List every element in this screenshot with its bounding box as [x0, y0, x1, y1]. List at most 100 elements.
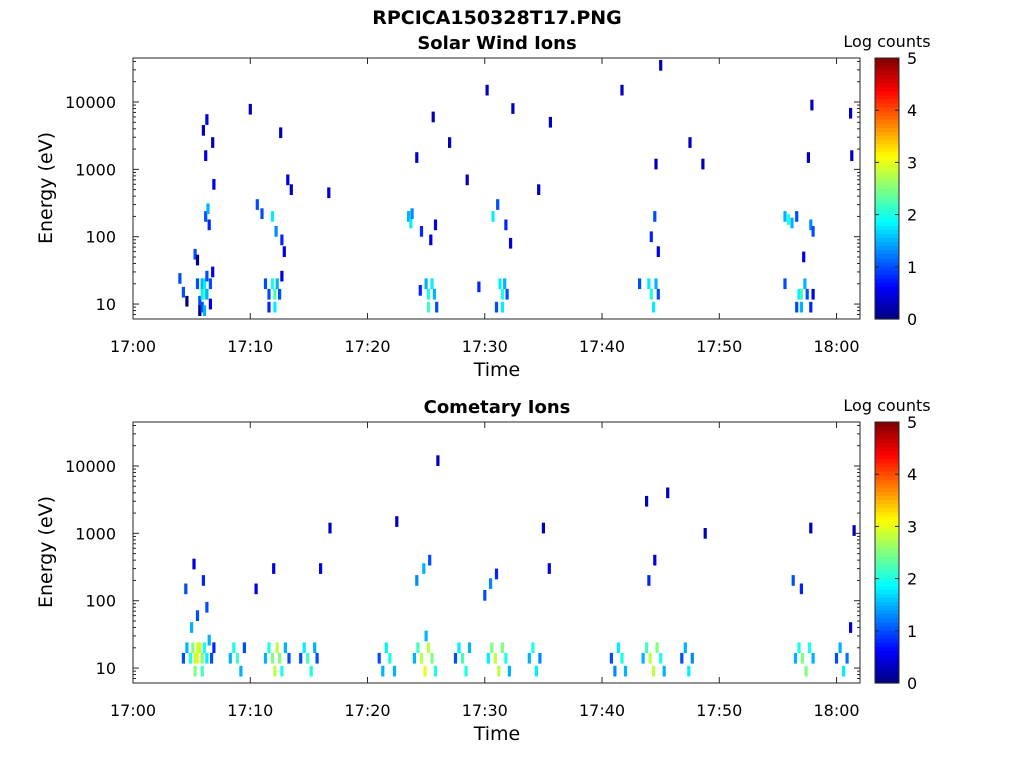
colorbar-swatch: [875, 601, 899, 607]
heatmap-cell: [388, 652, 392, 664]
heatmap-cell: [803, 278, 807, 290]
heatmap-cell: [319, 563, 323, 574]
colorbar-swatch: [875, 658, 899, 664]
heatmap-cell: [493, 652, 497, 664]
colorbar-swatch: [875, 678, 899, 684]
heatmap-cell: [647, 575, 651, 586]
heatmap-cell: [193, 248, 197, 260]
heatmap-cell: [534, 665, 538, 677]
colorbar-swatch: [875, 180, 899, 186]
heatmap-cell: [381, 665, 385, 677]
heatmap-cell: [548, 116, 552, 128]
heatmap-cell: [195, 652, 200, 664]
colorbar-swatch: [875, 241, 899, 247]
heatmap-cell: [806, 152, 810, 163]
heatmap-cell: [235, 652, 239, 664]
x-tick-label: 17:40: [579, 337, 625, 356]
colorbar-swatch: [875, 208, 899, 214]
heatmap-cell: [204, 150, 208, 161]
heatmap-cell: [195, 610, 200, 621]
heatmap-cell: [377, 652, 381, 664]
heatmap-cell: [188, 652, 193, 664]
heatmap-cell: [852, 525, 856, 536]
heatmap-cell: [270, 652, 275, 664]
heatmap-cell: [507, 665, 511, 677]
heatmap-cell: [181, 652, 185, 664]
colorbar-swatch: [875, 540, 899, 545]
heatmap-cell: [641, 652, 645, 664]
colorbar-swatch: [875, 106, 899, 112]
heatmap-cell: [465, 174, 469, 186]
colorbar-swatch: [875, 446, 899, 452]
heatmap-cell: [424, 278, 428, 290]
heatmap-cell: [395, 516, 399, 527]
heatmap-cell: [656, 246, 660, 257]
colorbar-swatch: [875, 192, 899, 198]
heatmap-cell: [202, 642, 207, 654]
heatmap-cell: [809, 522, 813, 534]
panel-cometary-ions: Cometary Ions 17:00 17:10 17:20 17:30 17:40 1…: [35, 396, 931, 745]
colorbar-swatch: [875, 495, 899, 501]
colorbar-swatch: [875, 466, 899, 472]
heatmap-cell: [811, 288, 815, 300]
heatmap-cell: [433, 665, 438, 677]
heatmap-cell: [653, 211, 657, 222]
y-tick-label: 1000: [75, 160, 116, 179]
colorbar-tick-label: 1: [907, 622, 917, 641]
heatmap-cell: [415, 575, 419, 586]
heatmap-cell: [494, 301, 499, 313]
figure-title: RPCICA150328T17.PNG: [372, 7, 622, 29]
heatmap-cell: [457, 642, 461, 654]
colorbar-swatch: [875, 229, 899, 234]
y-tick-label: 10: [96, 295, 116, 314]
colorbar-swatch: [875, 438, 899, 443]
heatmap-cell: [541, 522, 545, 534]
heatmap-cell: [273, 665, 277, 677]
heatmap-cell: [795, 301, 799, 313]
heatmap-cell: [654, 158, 658, 170]
heatmap-cell: [653, 554, 657, 566]
heatmap-cell: [200, 288, 204, 300]
heatmap-cell: [272, 563, 276, 574]
colorbar-swatch: [875, 576, 899, 582]
colorbar-swatch: [875, 302, 899, 308]
colorbar-swatch: [875, 560, 899, 566]
heatmap-cell: [280, 270, 284, 282]
colorbar-swatch: [875, 278, 899, 283]
heatmap-cell: [282, 246, 286, 257]
colorbar-frame: [874, 57, 900, 320]
x-tick-label: 18:00: [813, 701, 859, 720]
panel-solar-wind-ions: Solar Wind Ions 17:00 17:10 17:20 17:30 17:4…: [35, 32, 931, 381]
heatmap-cell: [279, 127, 283, 139]
colorbar-swatch: [875, 212, 899, 218]
heatmap-cell: [453, 652, 458, 664]
heatmap-cell: [267, 642, 271, 654]
colorbar-swatch: [875, 204, 899, 210]
colorbar-swatch: [875, 274, 899, 279]
colorbar-swatch: [875, 654, 899, 660]
heatmap-cell: [200, 652, 204, 664]
heatmap-cell: [426, 301, 431, 313]
heatmap-cell: [185, 295, 189, 307]
heatmap-cell: [802, 251, 806, 263]
heatmap-cell: [494, 568, 499, 580]
heatmap-cell: [645, 642, 649, 654]
heatmap-cell: [680, 652, 684, 664]
heatmap-cell: [232, 642, 236, 654]
plot-area: [133, 422, 860, 683]
colorbar-swatch: [875, 458, 899, 464]
x-tick-label: 17:20: [344, 701, 390, 720]
heatmap-cell: [509, 237, 513, 249]
heatmap-cell: [254, 583, 258, 595]
heatmap-cell: [191, 642, 195, 654]
colorbar-swatch: [875, 139, 899, 145]
colorbar-swatch: [875, 589, 899, 594]
heatmap-cell: [204, 211, 208, 222]
colorbar-swatch: [875, 261, 899, 267]
y-tick-label: 10000: [65, 457, 116, 476]
heatmap-cell: [537, 184, 541, 195]
heatmap-cell: [207, 219, 211, 231]
heatmap-cell: [620, 652, 624, 664]
colorbar-swatch: [875, 670, 899, 676]
heatmap-cell: [248, 103, 252, 115]
